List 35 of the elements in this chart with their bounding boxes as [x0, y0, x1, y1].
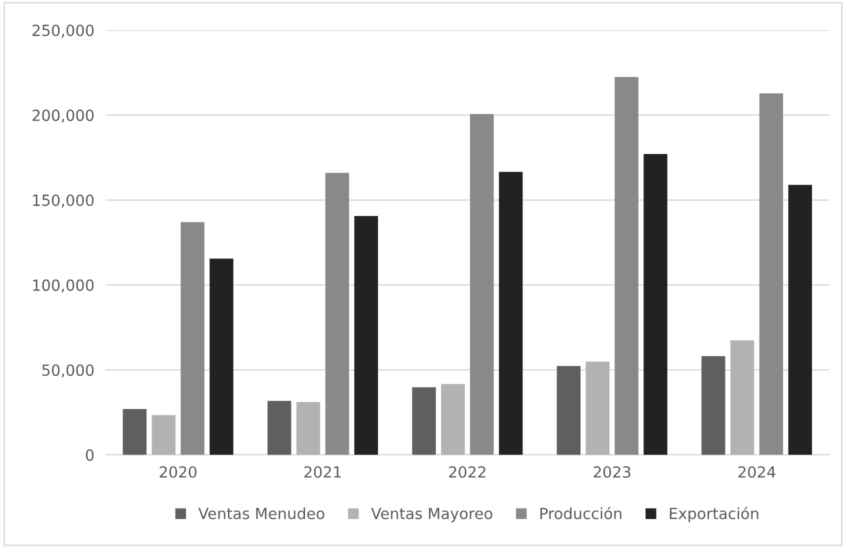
bar	[644, 154, 668, 455]
bar	[614, 77, 638, 455]
y-tick-label: 100,000	[33, 279, 94, 293]
bar	[180, 222, 204, 455]
bar	[441, 384, 465, 455]
bar	[354, 216, 378, 455]
bar	[152, 415, 176, 455]
bar	[730, 340, 754, 455]
bar	[325, 172, 350, 455]
y-tick-label: 250,000	[32, 24, 94, 38]
bar	[759, 93, 784, 455]
legend-label: Ventas Menudeo	[198, 507, 324, 520]
y-tick-label: 0	[86, 449, 94, 461]
legend-label: Producción	[540, 506, 622, 520]
bar	[586, 362, 610, 455]
x-tick-label: 2024	[738, 466, 776, 478]
bar	[701, 356, 726, 455]
y-tick-label: 200,000	[32, 110, 94, 123]
bar	[470, 114, 494, 455]
y-tick-label: 50,000	[42, 364, 94, 378]
x-tick-label: 2023	[594, 466, 630, 478]
bar	[122, 408, 147, 455]
bar	[556, 366, 581, 455]
bar	[210, 258, 234, 455]
x-tick-label: 2020	[160, 466, 197, 478]
bar	[296, 402, 320, 455]
legend-label: Ventas Mayoreo	[371, 508, 492, 522]
bar	[412, 387, 436, 455]
legend-label: Exportación	[670, 506, 758, 522]
x-tick-label: 2021	[304, 466, 341, 478]
x-tick-label: 2022	[449, 466, 486, 478]
y-tick-label: 150,000	[33, 194, 94, 208]
bar	[788, 184, 812, 455]
bar	[267, 400, 292, 455]
bar	[498, 172, 523, 455]
